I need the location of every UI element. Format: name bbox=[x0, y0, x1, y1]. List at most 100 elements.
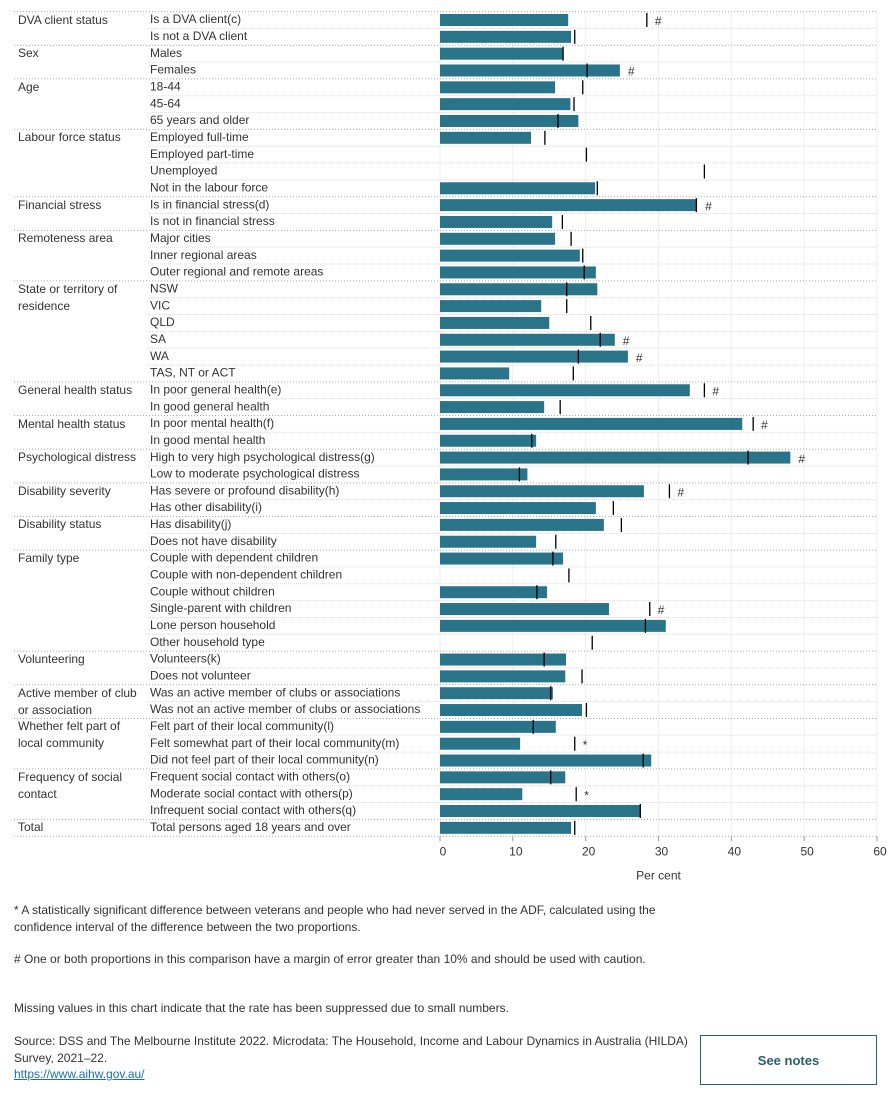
bar bbox=[440, 687, 553, 700]
row-label: Single-parent with children bbox=[150, 601, 291, 615]
row-label: Other household type bbox=[150, 635, 265, 649]
row-label: Does not volunteer bbox=[150, 669, 251, 683]
bar bbox=[440, 468, 528, 481]
group-label-box: Volunteering bbox=[18, 652, 85, 667]
group-label-box: Psychological distress bbox=[18, 450, 137, 465]
row-label: Is a DVA client(c) bbox=[150, 12, 241, 26]
group-label: Mental health status bbox=[18, 416, 126, 431]
bar bbox=[440, 670, 566, 683]
group-label: General health status bbox=[18, 382, 133, 397]
bar bbox=[440, 502, 596, 515]
see-notes-button[interactable]: See notes bbox=[700, 1035, 877, 1085]
flag: # bbox=[677, 485, 684, 499]
row-label: NSW bbox=[150, 281, 179, 295]
bar bbox=[440, 720, 556, 733]
flag: # bbox=[761, 418, 768, 432]
bar bbox=[440, 30, 572, 43]
bar bbox=[440, 98, 571, 111]
row-label: Males bbox=[150, 46, 182, 60]
row-label: Is not a DVA client bbox=[150, 29, 248, 43]
row-label: Outer regional and remote areas bbox=[150, 265, 323, 279]
bar bbox=[440, 215, 553, 228]
row-label: Major cities bbox=[150, 231, 211, 245]
bar bbox=[440, 771, 566, 784]
note: Missing values in this chart indicate th… bbox=[14, 1001, 509, 1015]
group-label: Psychological distress bbox=[18, 450, 137, 465]
bar bbox=[440, 14, 569, 26]
bar bbox=[440, 653, 567, 666]
row-label: Not in the labour force bbox=[150, 180, 268, 194]
group-label: Labour force status bbox=[18, 130, 121, 145]
row-label: Low to moderate psychological distress bbox=[150, 467, 359, 481]
group-label-box: General health status bbox=[18, 382, 133, 397]
group-label-box: Age bbox=[18, 79, 40, 94]
bar bbox=[440, 232, 556, 245]
row-label: Employed full-time bbox=[150, 130, 249, 144]
x-tick-label: 0 bbox=[440, 844, 447, 858]
row-label: Felt part of their local community(l) bbox=[150, 719, 334, 733]
bar bbox=[440, 367, 510, 380]
bar bbox=[440, 199, 698, 212]
row-label: VIC bbox=[150, 298, 170, 312]
flag: # bbox=[623, 334, 630, 348]
source: Source: DSS and The Melbourne Institute … bbox=[14, 1034, 688, 1065]
row-label: In poor mental health(f) bbox=[150, 416, 274, 430]
group-label-box: Disability severity bbox=[18, 483, 111, 498]
row-label: Couple with non-dependent children bbox=[150, 568, 342, 582]
flag: # bbox=[798, 452, 805, 466]
row-label: Couple without children bbox=[150, 584, 275, 598]
group-label: Remoteness area bbox=[18, 231, 113, 246]
bar bbox=[440, 788, 523, 801]
row-label: Has severe or profound disability(h) bbox=[150, 483, 339, 497]
group-label-box: Whether felt part of local community bbox=[18, 719, 120, 750]
bar bbox=[440, 485, 644, 498]
bar bbox=[440, 737, 521, 750]
row-label: Felt somewhat part of their local commun… bbox=[150, 736, 399, 750]
bar bbox=[440, 821, 572, 834]
x-tick-label: 60 bbox=[873, 844, 887, 858]
link[interactable]: https://www.aihw.gov.au/ bbox=[14, 1067, 145, 1081]
bar bbox=[440, 182, 596, 195]
row-label: Total persons aged 18 years and over bbox=[150, 820, 351, 834]
bar bbox=[440, 384, 690, 397]
group-label: Volunteering bbox=[18, 652, 85, 667]
group-label-box: DVA client status bbox=[18, 12, 108, 27]
row-label: Employed part-time bbox=[150, 147, 254, 161]
row-label: In good mental health bbox=[150, 433, 265, 447]
group-label: Total bbox=[18, 820, 44, 835]
group-label-box: Mental health status bbox=[18, 416, 126, 431]
x-tick-label: 30 bbox=[655, 844, 669, 858]
group-label: State or territory of residence bbox=[18, 281, 118, 313]
group-label: Age bbox=[18, 79, 40, 94]
bar bbox=[440, 518, 604, 531]
group-label-box: Frequency of social contact bbox=[18, 770, 122, 801]
row-label: In poor general health(e) bbox=[150, 382, 281, 396]
bar bbox=[440, 333, 615, 346]
row-label: 18-44 bbox=[150, 79, 181, 93]
row-label: SA bbox=[150, 332, 166, 346]
group-label-box: Labour force status bbox=[18, 130, 121, 145]
bar bbox=[440, 704, 583, 717]
row-label: Inner regional areas bbox=[150, 248, 257, 262]
row-label: Is in financial stress(d) bbox=[150, 197, 269, 211]
row-label: Lone person household bbox=[150, 618, 275, 632]
bar bbox=[440, 47, 564, 60]
flag: * bbox=[584, 788, 589, 802]
group-label: Sex bbox=[18, 46, 39, 61]
row-label: Is not in financial stress bbox=[150, 214, 275, 228]
flag: # bbox=[658, 603, 665, 617]
group-label: Family type bbox=[18, 551, 80, 566]
group-label-box: Sex bbox=[18, 46, 39, 61]
bar bbox=[440, 535, 537, 548]
bar bbox=[440, 401, 545, 414]
x-tick-label: 50 bbox=[800, 844, 814, 858]
x-axis-title: Per cent bbox=[636, 868, 681, 882]
bar bbox=[440, 586, 548, 599]
row-label: Has disability(j) bbox=[150, 517, 231, 531]
row-label: Couple with dependent children bbox=[150, 551, 318, 565]
bar bbox=[440, 249, 580, 262]
group-label: DVA client status bbox=[18, 12, 108, 27]
flag: # bbox=[655, 14, 662, 28]
group-label: Disability severity bbox=[18, 483, 111, 498]
bar bbox=[440, 552, 564, 565]
